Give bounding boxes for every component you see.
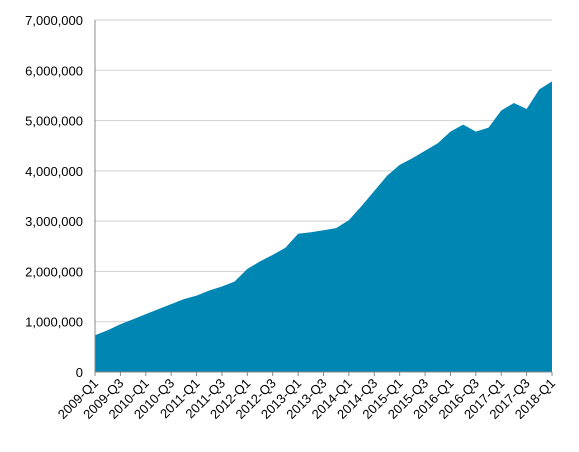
area (95, 81, 552, 372)
y-tick-label: 4,000,000 (25, 164, 83, 179)
y-tick-label: 7,000,000 (25, 13, 83, 28)
y-tick-label: 1,000,000 (25, 315, 83, 330)
y-tick-label: 0 (76, 365, 83, 380)
y-tick-label: 5,000,000 (25, 114, 83, 129)
y-tick-label: 6,000,000 (25, 63, 83, 78)
y-tick-label: 2,000,000 (25, 264, 83, 279)
y-tick-label: 3,000,000 (25, 214, 83, 229)
